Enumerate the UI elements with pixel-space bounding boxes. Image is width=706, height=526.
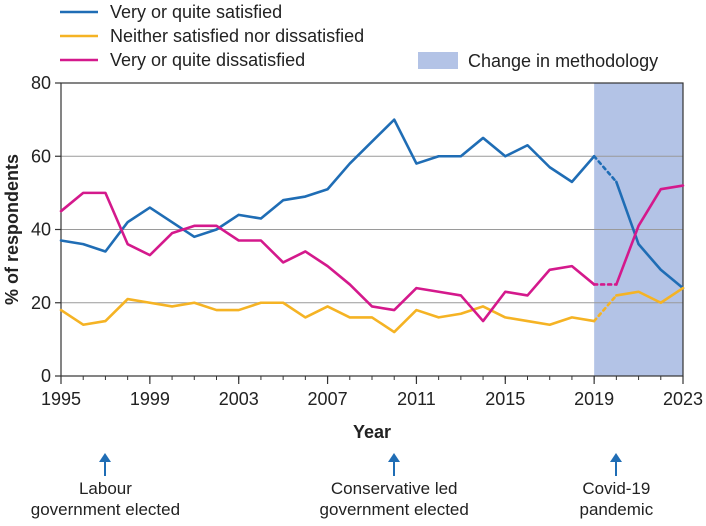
series-line-0-post (615, 180, 685, 290)
up-arrow-icon (99, 453, 112, 476)
y-axis-label: % of respondents (2, 154, 22, 305)
legend-swatch-shaded (418, 52, 458, 69)
event-annotation: Labour government elected (5, 452, 205, 520)
series-line-1-post (615, 286, 685, 305)
event-annotation: Covid-19 pandemic (516, 452, 706, 520)
x-tick-label: 2003 (219, 389, 259, 409)
x-tick-label: 2015 (485, 389, 525, 409)
x-tick-label: 2023 (663, 389, 703, 409)
axes: 0 20 40 60 80 1995 1999 2003 2007 2011 2015 2019 202… (31, 73, 703, 409)
annotation-label: Covid-19 pandemic (579, 479, 654, 519)
event-annotation: Conservative led government elected (294, 452, 494, 520)
y-tick-label: 80 (31, 73, 51, 93)
y-tick-label: 40 (31, 220, 51, 240)
legend-label: Neither satisfied nor dissatisfied (110, 26, 364, 46)
series-line-2-post (615, 184, 685, 286)
up-arrow-icon (610, 453, 623, 476)
y-tick-label: 20 (31, 293, 51, 313)
series-line-0-pre (59, 118, 596, 253)
x-tick-label: 2011 (397, 389, 436, 409)
annotation-label: Conservative led government elected (319, 479, 469, 519)
x-tick-label: 2007 (308, 389, 348, 409)
y-tick-label: 60 (31, 146, 51, 166)
up-arrow-icon (388, 453, 401, 476)
legend-label: Very or quite dissatisfied (110, 50, 305, 70)
legend-label: Very or quite satisfied (110, 2, 282, 22)
legend: Very or quite satisfied Neither satisfied… (60, 2, 658, 71)
x-tick-label: 1999 (130, 389, 170, 409)
x-tick-label: 2019 (574, 389, 614, 409)
x-tick-label: 1995 (41, 389, 81, 409)
legend-label-shaded: Change in methodology (468, 51, 658, 71)
x-axis-label: Year (353, 422, 391, 442)
annotation-label: Labour government elected (30, 479, 181, 519)
y-tick-label: 0 (41, 366, 51, 386)
series-layer (59, 118, 685, 334)
series-line-0-break (592, 154, 618, 184)
series-line-1-pre (59, 297, 596, 334)
series-line-1-break (592, 294, 618, 323)
series-line-2-pre (59, 191, 596, 323)
